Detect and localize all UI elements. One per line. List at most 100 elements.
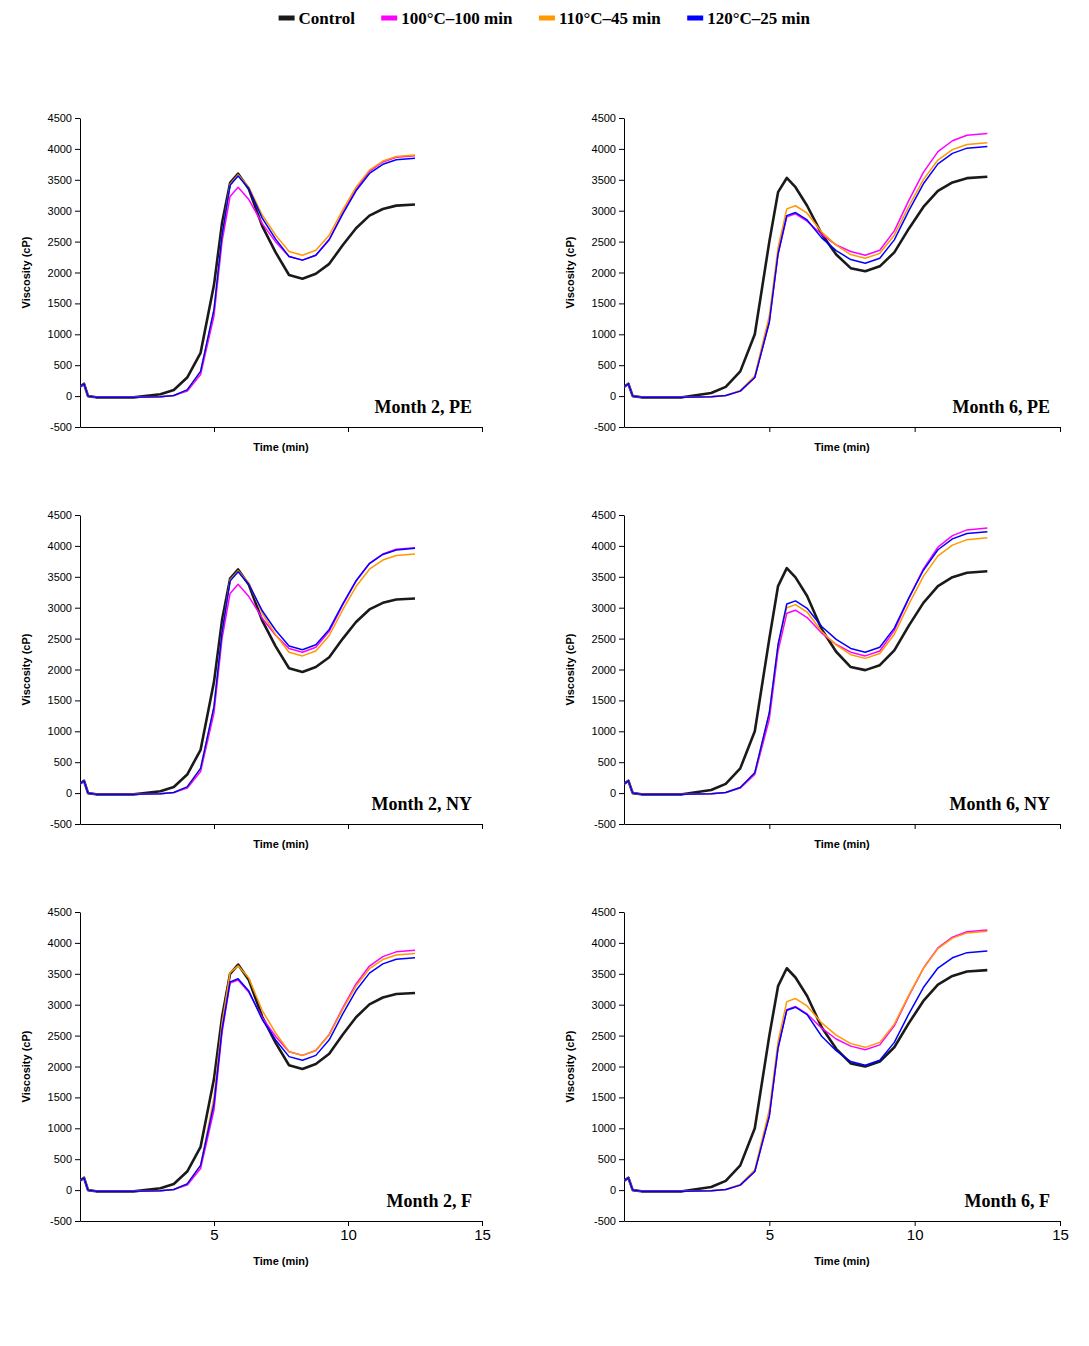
y-tick: 4000 bbox=[592, 143, 624, 155]
y-tick-label: 4000 bbox=[592, 143, 616, 155]
y-tick-label: 1500 bbox=[48, 1091, 72, 1103]
y-tick: 2000 bbox=[48, 664, 80, 676]
y-tick: -500 bbox=[594, 421, 624, 433]
x-axis-title: Time (min) bbox=[814, 441, 870, 453]
y-tick-mark bbox=[75, 700, 80, 701]
y-tick: 4000 bbox=[48, 937, 80, 949]
y-tick-mark bbox=[75, 639, 80, 640]
y-tick-label: -500 bbox=[594, 421, 616, 433]
series-line bbox=[624, 528, 987, 794]
x-tick-label: 10 bbox=[340, 1226, 357, 1243]
y-tick: 2500 bbox=[48, 1030, 80, 1042]
y-tick: 1500 bbox=[48, 1091, 80, 1103]
x-tick: 10 bbox=[340, 1221, 357, 1243]
y-tick-label: 500 bbox=[54, 1153, 72, 1165]
series-line bbox=[624, 532, 987, 795]
y-tick-mark bbox=[75, 211, 80, 212]
y-tick-label: 4500 bbox=[48, 112, 72, 124]
x-axis bbox=[625, 824, 1061, 829]
y-tick-label: 1500 bbox=[48, 694, 72, 706]
y-tick-mark bbox=[619, 396, 624, 397]
y-tick-label: 2500 bbox=[48, 633, 72, 645]
y-tick-mark bbox=[619, 180, 624, 181]
y-tick-mark bbox=[619, 1067, 624, 1068]
y-tick-label: 4500 bbox=[48, 906, 72, 918]
y-tick: 4500 bbox=[48, 906, 80, 918]
y-tick: 1000 bbox=[48, 1122, 80, 1134]
panel-title: Month 6, F bbox=[965, 1191, 1051, 1211]
x-tick: 5 bbox=[766, 1221, 774, 1243]
x-axis-title: Time (min) bbox=[253, 838, 309, 850]
y-tick: 1000 bbox=[592, 725, 624, 737]
y-tick-label: 2000 bbox=[592, 267, 616, 279]
y-tick: 3000 bbox=[48, 205, 80, 217]
legend-label: Control bbox=[299, 9, 356, 28]
panel-title: Month 2, NY bbox=[371, 794, 472, 814]
y-tick-label: 0 bbox=[610, 390, 616, 402]
x-tick-mark bbox=[348, 824, 349, 829]
y-tick-mark bbox=[619, 793, 624, 794]
x-tick-label: 5 bbox=[210, 1226, 218, 1243]
x-tick-label: 15 bbox=[1052, 1226, 1069, 1243]
y-tick-mark bbox=[619, 1036, 624, 1037]
x-axis: 51015 bbox=[625, 1221, 1069, 1243]
y-tick: 2000 bbox=[592, 1061, 624, 1073]
y-tick: 4000 bbox=[592, 937, 624, 949]
y-tick: 500 bbox=[54, 756, 80, 768]
y-tick: -500 bbox=[50, 1215, 80, 1227]
series-line bbox=[80, 950, 415, 1191]
y-tick-label: 2000 bbox=[48, 1061, 72, 1073]
y-tick-label: 500 bbox=[598, 359, 616, 371]
panel: -500050010001500200025003000350040004500… bbox=[564, 906, 1069, 1267]
y-tick-label: 1500 bbox=[592, 297, 616, 309]
y-tick: 2500 bbox=[592, 633, 624, 645]
y-tick: 4500 bbox=[592, 509, 624, 521]
panel-title: Month 6, NY bbox=[949, 794, 1050, 814]
series-line bbox=[80, 554, 415, 794]
y-tick: 4500 bbox=[48, 112, 80, 124]
y-tick-label: 0 bbox=[610, 787, 616, 799]
y-tick: 1500 bbox=[48, 694, 80, 706]
x-axis-line bbox=[625, 427, 1061, 428]
x-tick bbox=[348, 824, 349, 829]
series-line bbox=[80, 953, 415, 1191]
y-tick: 500 bbox=[54, 1153, 80, 1165]
y-tick-mark bbox=[619, 1128, 624, 1129]
y-tick: 3500 bbox=[48, 968, 80, 980]
panel-title: Month 2, F bbox=[387, 1191, 473, 1211]
y-tick-mark bbox=[619, 824, 624, 825]
x-tick-mark bbox=[214, 824, 215, 829]
series-line bbox=[80, 548, 415, 795]
legend-item: 100°C–100 min bbox=[381, 9, 513, 28]
y-tick-mark bbox=[619, 700, 624, 701]
series-line bbox=[624, 568, 987, 794]
x-tick bbox=[214, 824, 215, 829]
y-tick: 4500 bbox=[592, 906, 624, 918]
y-axis-line bbox=[624, 913, 625, 1222]
y-tick-label: 500 bbox=[54, 359, 72, 371]
y-tick-mark bbox=[619, 1159, 624, 1160]
y-tick: 500 bbox=[598, 1153, 624, 1165]
x-tick-mark bbox=[1060, 824, 1061, 829]
y-tick-mark bbox=[75, 1067, 80, 1068]
y-tick-mark bbox=[619, 365, 624, 366]
lines bbox=[80, 155, 415, 397]
y-tick-label: 2500 bbox=[592, 236, 616, 248]
y-axis: -500050010001500200025003000350040004500 bbox=[592, 509, 625, 830]
y-tick-label: 1500 bbox=[592, 694, 616, 706]
y-tick-label: -500 bbox=[50, 1215, 72, 1227]
y-tick: 0 bbox=[66, 390, 80, 402]
y-tick: 3000 bbox=[48, 999, 80, 1011]
y-tick-mark bbox=[75, 1097, 80, 1098]
y-tick: 500 bbox=[598, 756, 624, 768]
y-tick: 3000 bbox=[592, 602, 624, 614]
series-line bbox=[624, 133, 987, 397]
y-tick-mark bbox=[75, 1005, 80, 1006]
y-tick-label: 4500 bbox=[48, 509, 72, 521]
series-line bbox=[80, 965, 415, 1192]
x-axis-line bbox=[625, 1221, 1061, 1222]
y-tick-mark bbox=[75, 365, 80, 366]
y-tick-mark bbox=[75, 1159, 80, 1160]
y-tick-label: 4000 bbox=[592, 540, 616, 552]
y-tick-label: 3000 bbox=[592, 205, 616, 217]
